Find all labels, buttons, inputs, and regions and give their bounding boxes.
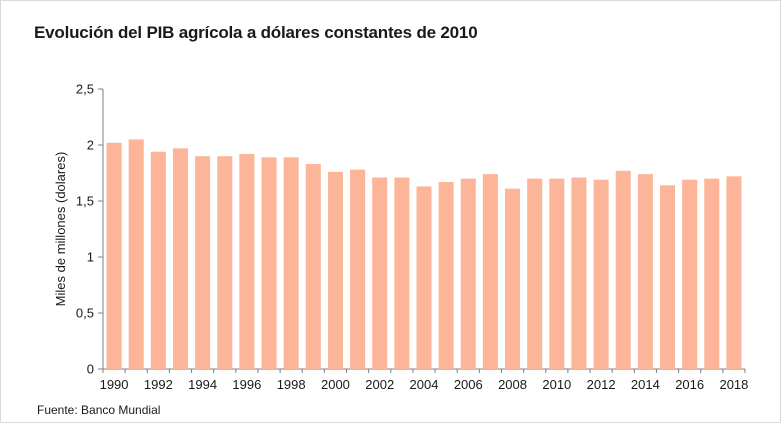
bar-1995 [217, 156, 233, 369]
x-tick-label: 1990 [100, 377, 129, 392]
source-note: Fuente: Banco Mundial [37, 403, 161, 417]
x-tick-label: 2014 [631, 377, 660, 392]
bar-1998 [283, 157, 299, 369]
x-axis: 1990 1992 1994 1996 1998 2000 2002 2004 2006 2008… [100, 368, 748, 392]
chart-title: Evolución del PIB agrícola a dólares con… [34, 23, 478, 42]
y-tick-label: 1 [87, 250, 94, 265]
bar-2018 [726, 176, 742, 369]
x-tick-label: 2010 [542, 377, 571, 392]
x-tick-label: 2000 [321, 377, 350, 392]
x-tick-label: 2012 [587, 377, 616, 392]
bar-2003 [394, 177, 410, 369]
bar-1991 [128, 139, 144, 369]
y-axis: 0 0,5 1 1,5 2 2,5 [76, 82, 104, 377]
bar-2015 [659, 185, 676, 369]
bar-1990 [106, 142, 122, 369]
bar-2000 [327, 171, 343, 369]
bar-1992 [150, 151, 166, 369]
y-tick-label: 0 [87, 362, 94, 377]
x-tick-label: 2002 [365, 377, 394, 392]
y-tick-label: 2,5 [76, 82, 94, 97]
x-tick-label: 1992 [144, 377, 173, 392]
bar-2005 [438, 181, 454, 369]
x-tick-label: 2016 [675, 377, 704, 392]
x-tick-label: 2006 [454, 377, 483, 392]
bar-2013 [615, 170, 631, 369]
bar-2001 [350, 169, 366, 369]
bar-2002 [372, 177, 388, 369]
bar-1996 [239, 153, 255, 369]
bar-2006 [460, 178, 476, 369]
bar-2009 [527, 178, 543, 369]
x-tick-label: 1998 [277, 377, 306, 392]
bar-2014 [637, 174, 653, 369]
x-tick-label: 2008 [498, 377, 527, 392]
y-tick-label: 1,5 [76, 194, 94, 209]
x-tick-label: 2004 [410, 377, 439, 392]
x-tick-label: 1996 [232, 377, 261, 392]
bar-2016 [682, 179, 698, 369]
bar-2011 [571, 177, 587, 369]
bar-2007 [482, 174, 498, 369]
bar-2010 [549, 178, 565, 369]
bar-2004 [416, 186, 432, 369]
y-axis-title: Miles de millones (dolares) [53, 152, 68, 307]
bar-1997 [261, 157, 277, 369]
bar-1999 [305, 164, 321, 369]
bar-2012 [593, 179, 609, 369]
bars [106, 139, 742, 369]
y-tick-label: 2 [87, 138, 94, 153]
x-tick-label: 2018 [719, 377, 748, 392]
bar-2017 [704, 178, 720, 369]
x-tick-label: 1994 [188, 377, 217, 392]
y-tick-label: 0,5 [76, 306, 94, 321]
bar-1994 [195, 156, 211, 369]
bar-1993 [172, 148, 189, 369]
bar-2008 [505, 188, 521, 369]
